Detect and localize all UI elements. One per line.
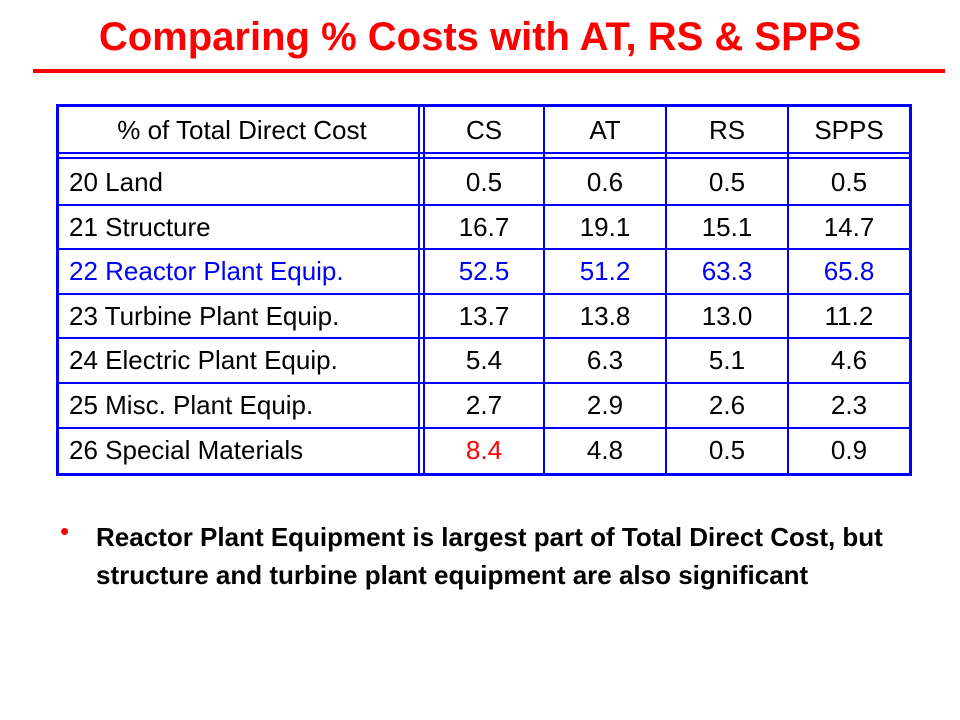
table-header-rs: RS xyxy=(708,115,746,145)
table-header-cs: CS xyxy=(465,115,503,145)
table-cell-value: 14.7 xyxy=(823,212,875,242)
table-cell-value: 2.7 xyxy=(465,390,503,420)
table-row-label: 23 Turbine Plant Equip. xyxy=(69,301,340,331)
table-cell-value: 5.1 xyxy=(708,345,746,375)
table-cell-value: 2.9 xyxy=(586,390,624,420)
table-divider-horizontal xyxy=(59,157,909,159)
table-divider-horizontal xyxy=(59,382,909,384)
table-cell-value: 2.3 xyxy=(830,390,868,420)
table-divider-horizontal xyxy=(59,152,909,154)
table-divider-horizontal xyxy=(59,427,909,429)
table-cell-value: 0.5 xyxy=(830,167,868,197)
table-cell-value: 0.6 xyxy=(586,167,624,197)
table-divider-horizontal xyxy=(59,204,909,206)
table-cell-value: 4.6 xyxy=(830,345,868,375)
table-row-label: 25 Misc. Plant Equip. xyxy=(69,390,314,420)
table-cell-value: 65.8 xyxy=(823,256,875,286)
table-row-label: 22 Reactor Plant Equip. xyxy=(69,256,344,286)
table-divider-vertical xyxy=(543,107,545,473)
table-cell-value: 2.6 xyxy=(708,390,746,420)
bullet-dot-icon: • xyxy=(60,516,70,546)
cost-comparison-table: % of Total Direct Cost CS AT RS SPPS 20 Land 0… xyxy=(56,104,912,476)
table-cell-value: 5.4 xyxy=(465,345,503,375)
table-row-label: 20 Land xyxy=(69,167,163,197)
table-divider-vertical xyxy=(423,107,425,473)
table-cell-value: 16.7 xyxy=(458,212,510,242)
table-cell-value: 0.5 xyxy=(708,167,746,197)
table-divider-horizontal xyxy=(59,248,909,250)
slide-title: Comparing % Costs with AT, RS & SPPS xyxy=(98,15,862,59)
table-divider-horizontal xyxy=(59,337,909,339)
table-cell-value: 8.4 xyxy=(465,435,503,465)
table-divider-vertical xyxy=(787,107,789,473)
table-header-label: % of Total Direct Cost xyxy=(117,115,367,145)
title-underline xyxy=(33,69,945,73)
table-divider-horizontal xyxy=(59,293,909,295)
table-cell-value: 19.1 xyxy=(579,212,631,242)
table-cell-value: 0.5 xyxy=(465,167,503,197)
table-divider-vertical xyxy=(418,107,420,473)
table-cell-value: 11.2 xyxy=(824,301,874,331)
table-cell-value: 63.3 xyxy=(701,256,753,286)
table-cell-value: 13.0 xyxy=(701,301,753,331)
table-cell-value: 13.7 xyxy=(458,301,510,331)
bullet-text: Reactor Plant Equipment is largest part … xyxy=(96,522,883,590)
table-row-label: 21 Structure xyxy=(69,212,211,242)
table-cell-value: 13.8 xyxy=(579,301,631,331)
table-cell-value: 6.3 xyxy=(586,345,624,375)
table-row-label: 26 Special Materials xyxy=(69,435,304,465)
table-cell-value: 0.5 xyxy=(708,435,746,465)
table-cell-value: 15.1 xyxy=(701,212,753,242)
table-cell-value: 0.9 xyxy=(830,435,868,465)
table-cell-value: 51.2 xyxy=(579,256,631,286)
table-header-at: AT xyxy=(589,115,621,145)
table-cell-value: 52.5 xyxy=(458,256,510,286)
table-divider-vertical xyxy=(665,107,667,473)
table-row-label: 24 Electric Plant Equip. xyxy=(69,345,338,375)
table-cell-value: 4.8 xyxy=(586,435,624,465)
table-header-spps: SPPS xyxy=(814,115,884,145)
